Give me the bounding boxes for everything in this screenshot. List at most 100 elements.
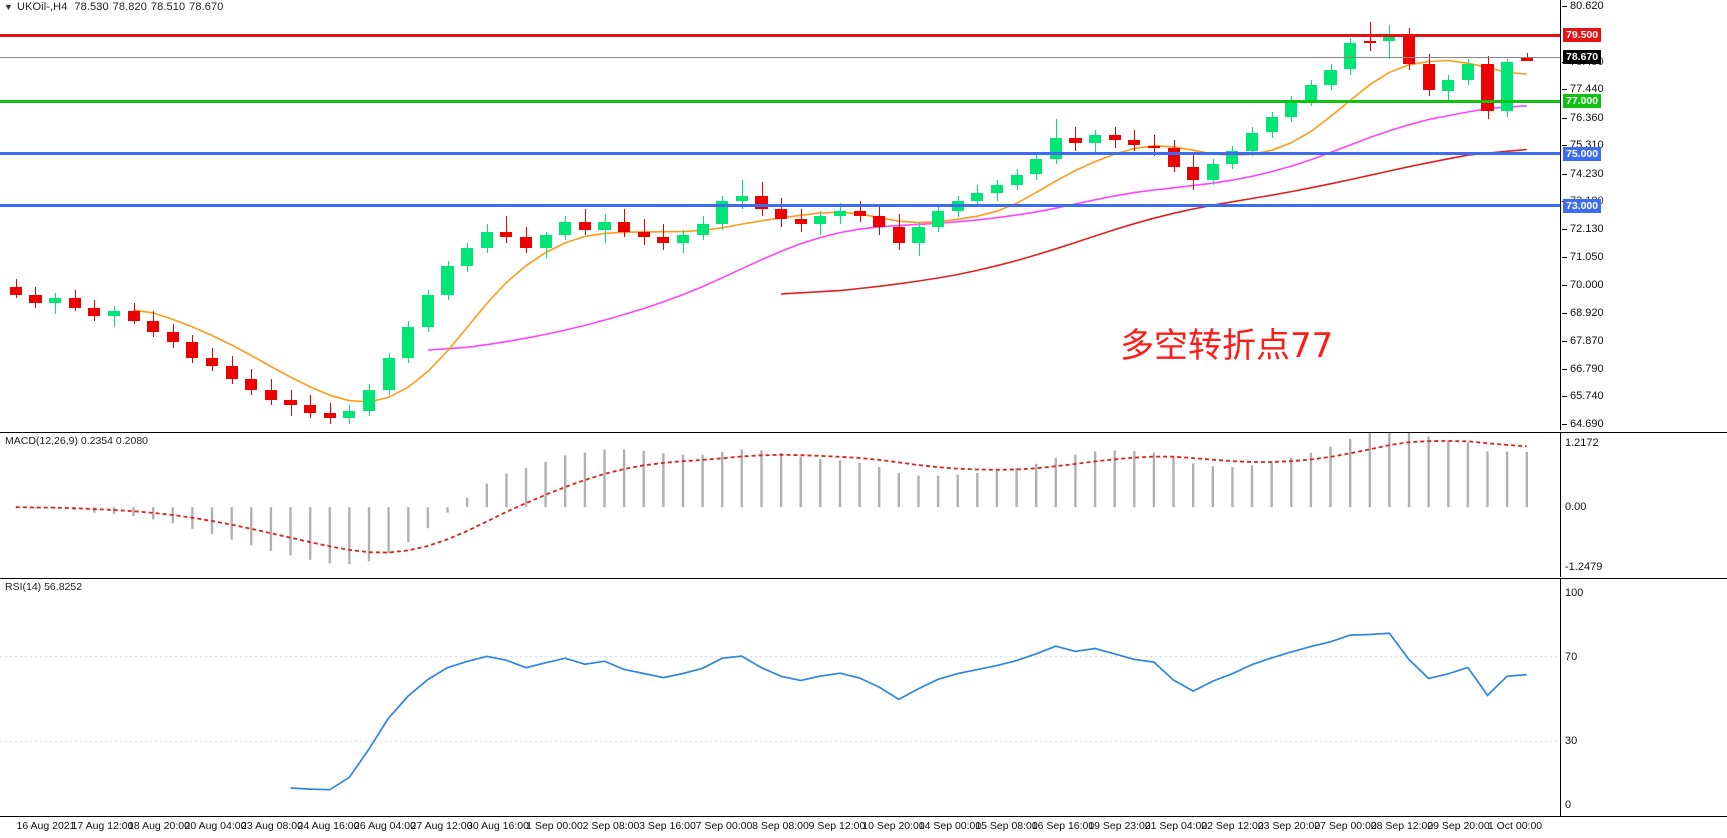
time-tick: 8 Sep 08:00 xyxy=(752,820,809,832)
macd-series-overlay xyxy=(15,433,1529,565)
current-price-label: 78.670 xyxy=(1563,50,1602,65)
level-price-label[interactable]: 79.500 xyxy=(1563,28,1602,43)
rsi-tick: 70 xyxy=(1565,650,1578,663)
macd-tick: 0.00 xyxy=(1565,501,1587,514)
price-tick: 80.620 xyxy=(1562,0,1604,12)
rsi-tick: 100 xyxy=(1565,587,1584,599)
candle-body xyxy=(1402,35,1416,65)
time-tick: 23 Aug 08:00 xyxy=(241,820,303,832)
time-tick: 19 Sep 23:00 xyxy=(1088,820,1151,832)
candle-body xyxy=(578,221,591,230)
current-price-line xyxy=(0,57,1560,59)
candle-body xyxy=(637,232,650,238)
level-line-79-500[interactable] xyxy=(0,33,1560,37)
ohlc-open: 78.530 xyxy=(74,1,109,13)
candle-body xyxy=(1089,135,1102,143)
rsi-line xyxy=(290,632,1527,791)
candle-body xyxy=(1344,43,1357,70)
candle-body xyxy=(990,185,1004,193)
time-axis[interactable]: 16 Aug 2021 17 Aug 12:00 18 Aug 20:00 20 Au… xyxy=(0,816,1727,838)
macd-plot-area[interactable] xyxy=(0,433,1560,577)
time-tick: 7 Sep 00:00 xyxy=(695,820,753,832)
macd-axis: 1.2172 0.00 -1.2479 xyxy=(1560,433,1727,577)
level-price-label[interactable]: 75.000 xyxy=(1563,146,1602,161)
macd-signal-line xyxy=(15,440,1527,554)
candle-wick xyxy=(55,292,57,314)
candle-body xyxy=(49,297,62,303)
price-tick: 72.130 xyxy=(1562,223,1604,235)
price-tick: 66.790 xyxy=(1562,363,1604,375)
candle-body xyxy=(1383,35,1396,41)
candle-body xyxy=(853,211,866,217)
collapse-caret-icon[interactable]: ▼ xyxy=(4,2,14,12)
candle-body xyxy=(1010,174,1023,185)
level-line-73-000[interactable] xyxy=(0,204,1560,208)
candle-body xyxy=(814,216,827,225)
level-line-77-000[interactable] xyxy=(0,99,1560,103)
macd-panel[interactable]: MACD(12,26,9) 0.2354 0.2080 1.2172 0.00 -1… xyxy=(0,432,1727,577)
candle-body xyxy=(323,413,336,419)
candle-body xyxy=(29,295,42,304)
time-tick: 17 Aug 12:00 xyxy=(71,820,134,832)
candle-body xyxy=(912,226,925,243)
time-tick: 24 Aug 16:00 xyxy=(297,820,360,832)
candle-body xyxy=(1304,85,1317,101)
time-tick: 16 Sep 16:00 xyxy=(1031,820,1095,832)
candle-body xyxy=(1049,137,1062,159)
candle-wick xyxy=(1389,24,1391,59)
candle-body xyxy=(88,308,101,317)
price-tick: 67.870 xyxy=(1562,335,1604,347)
time-tick: 1 Oct 00:00 xyxy=(1487,820,1543,832)
time-tick: 3 Sep 16:00 xyxy=(639,820,696,832)
candle-body xyxy=(892,226,905,243)
time-tick: 14 Sep 00:00 xyxy=(918,820,982,832)
candle-body xyxy=(107,310,120,317)
candle-body xyxy=(166,331,179,343)
candle-body xyxy=(1128,140,1141,146)
candle-body xyxy=(559,221,572,235)
rsi-axis: 100 70 30 0 xyxy=(1560,579,1727,817)
price-plot-area[interactable]: 多空转折点77 xyxy=(0,0,1560,430)
candle-wick xyxy=(741,179,743,209)
ma-long-line xyxy=(781,148,1527,295)
candle-body xyxy=(1501,61,1514,112)
price-tick: 65.740 xyxy=(1562,390,1604,402)
price-tick: 68.920 xyxy=(1562,307,1604,319)
rsi-panel[interactable]: RSI(14) 56.8252 100 70 30 0 xyxy=(0,578,1727,817)
level-price-label[interactable]: 77.000 xyxy=(1563,94,1602,108)
candle-body xyxy=(1167,148,1180,167)
candle-body xyxy=(676,234,690,243)
price-axis[interactable]: 80.620 77.440 76.360 75.310 74.230 72.130 71.0… xyxy=(1560,0,1727,430)
candle-body xyxy=(873,216,886,227)
candle-body xyxy=(618,221,631,233)
macd-tick: -1.2479 xyxy=(1565,561,1603,573)
time-tick: 27 Sep 00:00 xyxy=(1314,820,1377,832)
candle-body xyxy=(1285,101,1298,117)
time-tick: 1 Sep 00:00 xyxy=(526,820,583,832)
time-tick: 29 Sep 20:00 xyxy=(1427,820,1490,832)
candle-body xyxy=(500,232,513,238)
candle-body xyxy=(245,379,258,390)
candle-body xyxy=(539,234,552,248)
level-price-label[interactable]: 73.000 xyxy=(1563,198,1602,213)
candle-body xyxy=(382,358,395,390)
ohlc-low: 78.510 xyxy=(150,1,186,13)
candle-body xyxy=(362,389,376,411)
candle-body xyxy=(1246,132,1259,151)
level-line-75-000[interactable] xyxy=(0,152,1560,155)
candle-body xyxy=(1265,116,1278,133)
candle-body xyxy=(1324,69,1337,86)
rsi-series-overlay xyxy=(0,632,1560,791)
candle-body xyxy=(1108,135,1121,141)
candle-body xyxy=(402,326,415,359)
chart-annotation-text: 多空转折点77 xyxy=(1120,326,1334,366)
time-tick: 16 Aug 2021 xyxy=(16,820,76,832)
price-chart-panel[interactable]: ▼ UKOil-,H4 78.530 78.820 78.510 78.670 多空转折点… xyxy=(0,0,1727,430)
price-tick: 71.050 xyxy=(1562,251,1604,263)
rsi-plot-area[interactable] xyxy=(0,579,1560,817)
candle-body xyxy=(68,297,81,309)
candle-body xyxy=(1030,158,1043,175)
candle-body xyxy=(519,237,533,248)
candle-body xyxy=(735,195,748,201)
candle-body xyxy=(206,358,219,366)
